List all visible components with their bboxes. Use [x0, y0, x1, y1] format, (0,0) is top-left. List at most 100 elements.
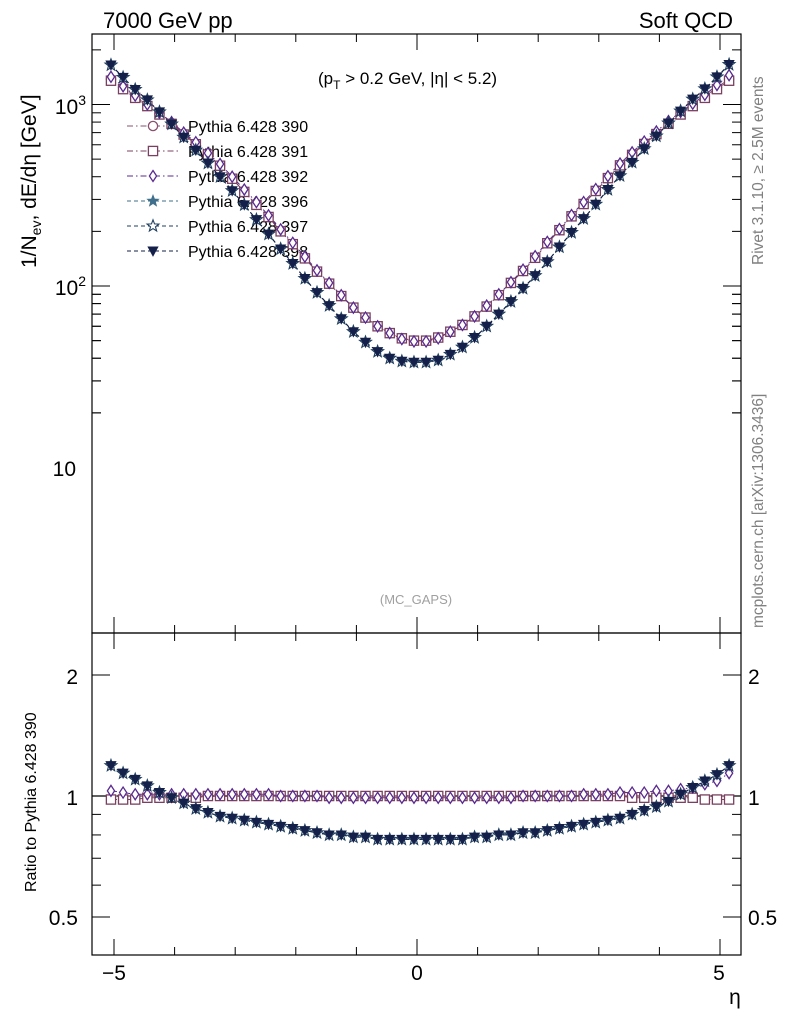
main-point-398: [481, 321, 493, 333]
main-point-398: [311, 288, 323, 299]
main-point-398: [323, 301, 335, 312]
ratio-point-392: [494, 791, 504, 805]
main-point-392: [458, 318, 467, 332]
ratio-point-392: [385, 791, 395, 805]
ratio-point-398: [275, 821, 287, 833]
ytick-label-1000: 103: [55, 92, 86, 119]
ratio-point-392: [191, 787, 201, 801]
ratio-point-392: [458, 791, 467, 805]
ratio-ytick-1-left: 1: [66, 787, 78, 810]
main-point-398: [347, 327, 360, 338]
ratio-point-398: [517, 828, 529, 839]
ratio-point-392: [276, 789, 286, 803]
main-point-392: [530, 249, 540, 263]
main-point-398: [335, 314, 347, 325]
main-point-398: [723, 60, 735, 71]
main-point-392: [421, 334, 431, 349]
ratio-point-398: [323, 830, 335, 841]
ratio-point-398: [165, 793, 178, 804]
ratio-point-391: [699, 794, 711, 805]
main-point-392: [494, 287, 504, 301]
main-point-392: [348, 300, 358, 315]
ratio-point-398: [396, 834, 408, 846]
ratio-plot-series: [92, 757, 741, 846]
ratio-point-398: [238, 815, 250, 827]
ratio-ytick-2-right: 2: [748, 666, 760, 689]
ratio-point-392: [361, 791, 370, 805]
main-point-398: [590, 199, 602, 211]
main-point-392: [324, 276, 334, 290]
main-point-392: [470, 309, 479, 324]
main-point-398: [468, 333, 481, 344]
main-point-398: [432, 355, 444, 367]
main-point-392: [555, 222, 564, 236]
legend-marker-392: [148, 169, 158, 183]
ratio-point-398: [481, 832, 493, 843]
main-point-392: [336, 288, 346, 302]
main-point-392: [276, 222, 286, 237]
main-point-398: [662, 118, 675, 129]
ratio-point-392: [409, 791, 419, 805]
main-point-398: [371, 347, 384, 358]
ratio-point-398: [541, 826, 553, 837]
ratio-point-398: [371, 834, 384, 846]
xtick-label-m5: −5: [102, 962, 126, 985]
main-point-392: [482, 298, 492, 313]
main-point-392: [445, 325, 455, 339]
main-point-398: [505, 297, 517, 308]
mcplots-label: mcplots.cern.ch [arXiv:1306.3436]: [750, 394, 767, 628]
main-point-398: [408, 357, 420, 369]
ratio-point-398: [468, 832, 481, 843]
main-plot-series: [103, 56, 737, 369]
ratio-point-398: [384, 834, 396, 846]
main-point-398: [602, 185, 614, 196]
ratio-point-398: [674, 789, 687, 801]
ratio-point-398: [565, 821, 578, 833]
main-point-398: [578, 214, 590, 225]
ratio-point-392: [264, 787, 273, 801]
main-point-392: [567, 208, 576, 222]
legend-label-391: Pythia 6.428 391: [188, 144, 308, 161]
ratio-point-392: [312, 789, 322, 803]
ratio-point-398: [687, 782, 699, 794]
main-point-398: [299, 273, 311, 285]
ratio-point-398: [299, 826, 311, 837]
ratio-point-398: [347, 832, 360, 843]
ratio-point-392: [615, 785, 625, 800]
ratio-point-392: [567, 789, 576, 803]
main-point-398: [687, 94, 699, 106]
main-point-398: [529, 271, 541, 282]
ratio-point-392: [639, 785, 649, 800]
ratio-point-398: [505, 830, 517, 841]
ratio-point-398: [456, 834, 469, 846]
ratio-point-398: [226, 813, 238, 825]
ratio-point-392: [433, 791, 443, 805]
main-point-392: [518, 262, 528, 277]
main-point-392: [433, 331, 443, 345]
main-point-392: [385, 326, 395, 340]
ratio-point-392: [530, 789, 540, 803]
main-point-398: [626, 157, 638, 169]
ratio-point-398: [711, 770, 723, 781]
main-point-398: [638, 144, 650, 155]
main-line-397: [110, 64, 730, 363]
ratio-point-398: [444, 834, 456, 846]
main-point-398: [190, 145, 202, 157]
ratio-point-398: [626, 809, 638, 821]
main-point-398: [141, 95, 153, 106]
ratio-point-398: [699, 776, 711, 787]
ratio-point-398: [311, 828, 323, 839]
main-point-392: [264, 208, 273, 223]
legend-marker-398: [147, 246, 159, 257]
main-point-398: [711, 72, 723, 83]
ratio-point-398: [250, 817, 263, 829]
ratio-point-398: [178, 798, 190, 809]
main-point-392: [288, 236, 298, 250]
xtick-label-5: 5: [713, 962, 725, 985]
ratio-point-392: [724, 766, 734, 780]
ratio-point-392: [603, 787, 613, 801]
main-point-392: [300, 250, 310, 264]
main-point-398: [202, 158, 214, 170]
main-point-398: [214, 172, 226, 183]
